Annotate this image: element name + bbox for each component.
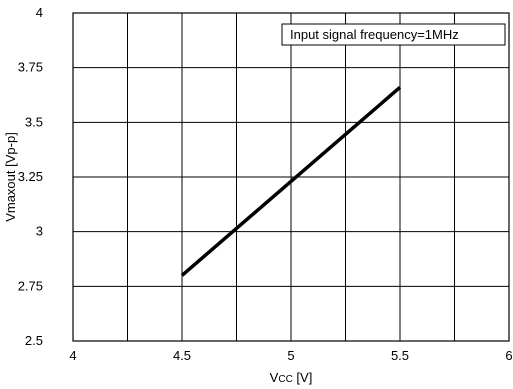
y-tick-label: 3 bbox=[36, 224, 43, 239]
plot-area bbox=[72, 12, 510, 342]
y-tick-label: 3.5 bbox=[25, 114, 43, 129]
series-group bbox=[180, 86, 402, 277]
y-axis-title: Vmaxout [Vp-p] bbox=[3, 132, 18, 222]
annotation-box: Input signal frequency=1MHz bbox=[281, 23, 506, 46]
x-tick-label: 5.5 bbox=[391, 348, 409, 363]
x-tick-label: 6 bbox=[505, 348, 512, 363]
series-line bbox=[180, 86, 402, 277]
x-axis-title-subscript: CC bbox=[278, 374, 292, 385]
annotation-text: Input signal frequency=1MHz bbox=[290, 27, 459, 42]
annotation-frame bbox=[281, 23, 506, 46]
y-tick-label: 4 bbox=[36, 5, 43, 20]
x-axis-ticks: 4 4.5 5 5.5 6 bbox=[69, 348, 512, 363]
y-tick-label: 3.75 bbox=[18, 60, 43, 75]
y-axis-ticks: 2.5 2.75 3 3.25 3.5 3.75 4 bbox=[18, 5, 43, 348]
y-tick-label: 2.75 bbox=[18, 278, 43, 293]
x-tick-label: 5 bbox=[287, 348, 294, 363]
x-axis-title-unit: [V] bbox=[293, 370, 313, 385]
y-tick-label: 3.25 bbox=[18, 169, 43, 184]
x-tick-label: 4.5 bbox=[173, 348, 191, 363]
grid-lines bbox=[72, 12, 510, 342]
x-axis-title: VCC [V] bbox=[270, 370, 313, 385]
y-tick-label: 2.5 bbox=[25, 333, 43, 348]
x-tick-label: 4 bbox=[69, 348, 76, 363]
x-axis-title-prefix: V bbox=[270, 370, 279, 385]
